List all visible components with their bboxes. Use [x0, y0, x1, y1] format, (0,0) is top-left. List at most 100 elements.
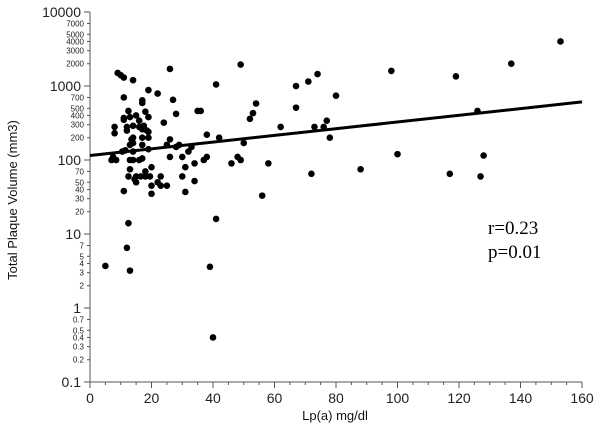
x-tick-label: 60 — [267, 390, 283, 406]
x-tick-label: 20 — [144, 390, 160, 406]
y-minor-tick-label: 2 — [80, 282, 85, 291]
y-tick-label: 100 — [58, 152, 82, 168]
data-point — [120, 116, 128, 124]
y-minor-tick-label: 40 — [75, 185, 84, 194]
data-point — [166, 65, 174, 73]
data-point — [258, 192, 266, 199]
axes — [89, 12, 582, 383]
x-tick-label: 40 — [205, 390, 221, 406]
data-point — [157, 173, 165, 180]
data-point — [292, 82, 300, 90]
data-point — [138, 155, 146, 162]
data-point — [163, 182, 171, 189]
data-point — [394, 150, 401, 158]
y-minor-tick-label: 3000 — [66, 47, 84, 56]
data-point — [135, 117, 143, 124]
data-point — [120, 74, 128, 81]
data-point — [277, 123, 284, 131]
y-minor-tick-label: 3 — [80, 269, 85, 278]
y-minor-tick-label: 400 — [71, 111, 85, 120]
y-tick-label: 10 — [65, 226, 81, 242]
data-point — [332, 92, 340, 99]
data-point — [203, 153, 211, 161]
data-point — [123, 244, 131, 252]
y-minor-tick-label: 0.5 — [73, 326, 85, 335]
y-tick-label: 10000 — [42, 4, 81, 20]
data-point — [154, 90, 161, 97]
data-point — [132, 112, 140, 119]
r-value-annotation: r=0.23 — [488, 218, 538, 239]
y-minor-tick-label: 700 — [71, 93, 85, 102]
data-point — [182, 163, 189, 171]
data-point — [132, 173, 140, 180]
data-point — [311, 123, 318, 131]
data-point — [452, 73, 460, 80]
data-point — [120, 94, 128, 101]
data-point — [388, 67, 395, 75]
data-point — [111, 123, 118, 131]
data-point — [178, 173, 186, 180]
x-tick-label: 160 — [570, 390, 594, 406]
y-minor-tick-label: 0.4 — [73, 333, 85, 342]
data-point — [140, 122, 148, 130]
data-points — [102, 38, 564, 341]
y-minor-tick-label: 50 — [75, 178, 84, 187]
regression-line — [89, 100, 583, 157]
data-point — [446, 170, 454, 178]
data-point — [265, 160, 272, 167]
data-point — [126, 267, 134, 274]
data-point — [138, 99, 146, 107]
data-point — [129, 134, 137, 142]
y-minor-tick-label: 5 — [80, 252, 85, 261]
data-point — [182, 188, 189, 196]
data-point — [292, 104, 300, 111]
data-point — [160, 119, 168, 126]
data-point — [129, 156, 137, 164]
y-minor-tick-label: 2000 — [66, 60, 84, 69]
data-point — [129, 122, 137, 130]
y-minor-tick-label: 5000 — [66, 30, 84, 39]
y-minor-tick-label: 30 — [75, 195, 84, 204]
data-point — [323, 117, 331, 124]
data-point — [240, 139, 248, 147]
x-tick-label: 140 — [509, 390, 533, 406]
data-point — [138, 141, 146, 149]
y-minor-tick-label: 4 — [80, 259, 85, 268]
y-axis-label: Total Plaque Volume (mm3) — [5, 120, 20, 280]
data-point — [206, 263, 214, 271]
data-point — [148, 182, 155, 189]
y-tick-label: 0.1 — [62, 374, 82, 390]
data-point — [477, 173, 484, 180]
data-point — [212, 81, 220, 88]
data-point — [169, 96, 177, 104]
data-point — [246, 115, 254, 123]
data-point — [102, 262, 109, 270]
y-minor-tick-label: 0.7 — [73, 315, 85, 324]
y-minor-tick-label: 300 — [71, 121, 85, 130]
data-point — [215, 134, 223, 142]
x-tick-label: 80 — [328, 390, 344, 406]
data-point — [305, 78, 312, 85]
data-point — [357, 165, 364, 173]
data-point — [111, 129, 118, 137]
data-point — [145, 128, 152, 136]
y-minor-tick-label: 500 — [71, 104, 85, 113]
y-minor-tick-label: 70 — [75, 167, 84, 176]
data-point — [148, 190, 155, 198]
x-axis-label: Lp(a) mg/dl — [302, 408, 368, 423]
data-point — [120, 187, 128, 195]
data-point — [142, 108, 149, 115]
y-axis-ticks: 0.1 1 10 100 1000 10000 0.2 0.30.40.5 0.7 2 345 7 20… — [42, 4, 90, 390]
data-point — [129, 76, 137, 84]
data-point — [125, 173, 132, 180]
data-point — [146, 173, 154, 180]
data-point — [138, 134, 146, 142]
data-point — [172, 110, 180, 118]
y-tick-label: 1000 — [50, 78, 81, 94]
data-point — [480, 152, 487, 159]
data-point — [209, 334, 217, 341]
data-point — [145, 134, 152, 142]
data-point — [326, 134, 334, 142]
data-point — [314, 70, 321, 78]
